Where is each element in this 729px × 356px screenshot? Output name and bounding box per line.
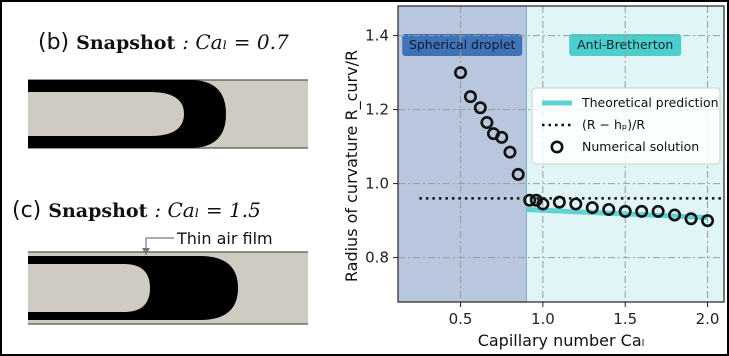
snapshot-c-inner-fluid: [28, 264, 150, 312]
legend-label-2: Numerical solution: [582, 139, 699, 154]
curvature-chart: Spherical droplet Anti-Bretherton 0.5 1.0 1…: [342, 5, 725, 350]
chart-legend: Theoretical prediction (R − hₚ)/R Numerica…: [531, 87, 721, 165]
numerical-point-9: [529, 193, 543, 207]
numerical-point-1: [463, 90, 477, 104]
numerical-point-12: [569, 197, 583, 211]
numerical-point-13: [585, 201, 599, 215]
snapshot-c-image: [28, 237, 308, 325]
x-tick-label-0: 0.5: [449, 310, 473, 328]
numerical-point-2: [473, 101, 487, 115]
snapshot-b-label: (b) Snapshot : Caₗ = 0.7: [38, 30, 289, 55]
numerical-point-5: [495, 130, 509, 144]
thin-air-film-annotation: Thin air film: [177, 229, 273, 248]
snapshot-c-value: : Caₗ = 1.5: [154, 198, 261, 222]
region-1-label-box: [569, 34, 682, 56]
y-tick-label-2: 1.2: [365, 101, 389, 119]
numerical-point-14: [602, 203, 616, 217]
snapshot-b-image: [28, 79, 308, 149]
y-tick-label-1: 1.0: [365, 175, 389, 193]
legend-label-1: (R − hₚ)/R: [582, 117, 645, 132]
plot-frame: [397, 5, 725, 303]
thin-air-film-arrowhead: [142, 248, 150, 255]
x-tick-label-3: 2.0: [696, 310, 720, 328]
x-tick-label-1: 1.0: [531, 310, 555, 328]
numerical-point-20: [701, 214, 715, 228]
legend-numerical-swatch: [550, 140, 564, 154]
region-0-label-box: [402, 34, 523, 56]
numerical-point-3: [480, 116, 494, 130]
numerical-point-18: [668, 208, 682, 222]
numerical-point-16: [635, 204, 649, 218]
x-tick-label-2: 1.5: [613, 310, 637, 328]
y-tick-label-3: 1.4: [365, 27, 389, 45]
numerical-point-6: [503, 145, 517, 159]
chart-axes: 0.5 1.0 1.5 2.0 0.8 1.0 1.2 1.4: [365, 5, 725, 328]
chart-series: [419, 66, 724, 228]
numerical-point-15: [618, 204, 632, 218]
y-tick-label-0: 0.8: [365, 249, 389, 267]
region-1-label: Anti-Bretherton: [577, 37, 673, 52]
snapshot-c-label: (c) Snapshot : Caₗ = 1.5: [12, 198, 261, 223]
snapshot-b-value: : Caₗ = 0.7: [182, 30, 289, 54]
snapshot-c-tag: (c): [12, 198, 42, 223]
numerical-point-11: [552, 195, 566, 209]
numerical-point-19: [684, 212, 698, 226]
numerical-point-0: [454, 66, 468, 80]
numerical-point-7: [511, 167, 525, 181]
legend-label-0: Theoretical prediction: [581, 95, 719, 110]
y-axis-title: Radius of curvature R_curv/R: [342, 50, 362, 282]
snapshot-b-word: Snapshot: [76, 32, 176, 54]
numerical-point-10: [536, 197, 550, 211]
numerical-point-17: [651, 204, 665, 218]
snapshot-b-tag: (b): [38, 30, 70, 55]
legend-box: [531, 87, 721, 165]
numerical-point-8: [523, 193, 537, 207]
region-0-label: Spherical droplet: [409, 37, 516, 52]
snapshot-c-word: Snapshot: [48, 200, 148, 222]
snapshot-b-inner-fluid: [28, 92, 184, 136]
x-axis-title: Capillary number Caₗ: [478, 331, 645, 350]
